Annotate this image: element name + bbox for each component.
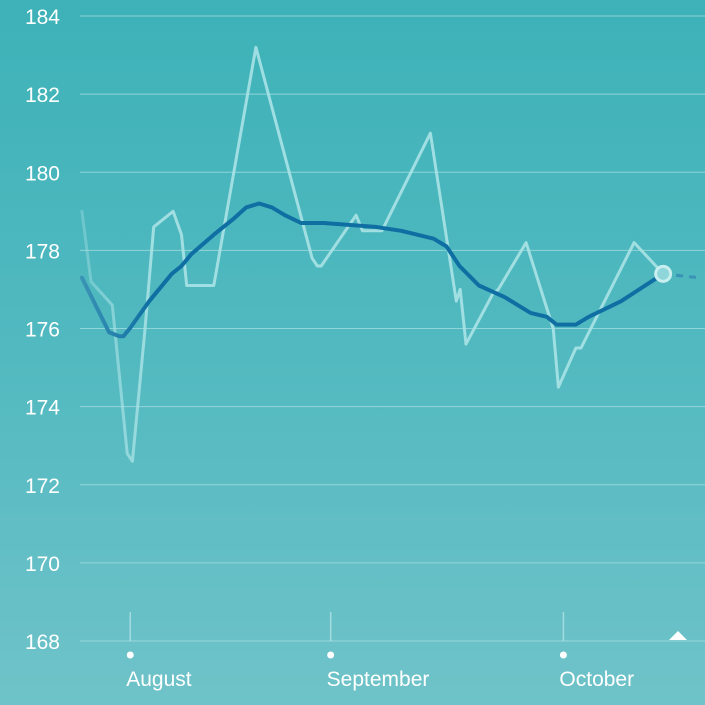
- y-tick-label: 172: [25, 475, 60, 498]
- y-tick-label: 178: [25, 240, 60, 263]
- y-tick-label: 174: [25, 397, 60, 420]
- month-marker: [559, 651, 567, 659]
- month-label[interactable]: September: [327, 668, 430, 691]
- y-tick-label: 180: [25, 162, 60, 185]
- scroll-indicator-icon[interactable]: [669, 631, 687, 640]
- y-tick-label: 168: [25, 631, 60, 654]
- latest-point-marker[interactable]: [654, 264, 673, 283]
- trend-weight-line: [79, 201, 666, 339]
- month-label[interactable]: October: [559, 668, 634, 691]
- y-tick-label: 170: [25, 553, 60, 576]
- month-marker: [327, 651, 335, 659]
- y-tick-label: 184: [25, 6, 60, 29]
- y-tick-label: 176: [25, 319, 60, 342]
- y-tick-label: 182: [25, 84, 60, 107]
- month-marker: [126, 651, 134, 659]
- month-label[interactable]: August: [126, 668, 192, 691]
- raw-weight-line: [80, 45, 665, 463]
